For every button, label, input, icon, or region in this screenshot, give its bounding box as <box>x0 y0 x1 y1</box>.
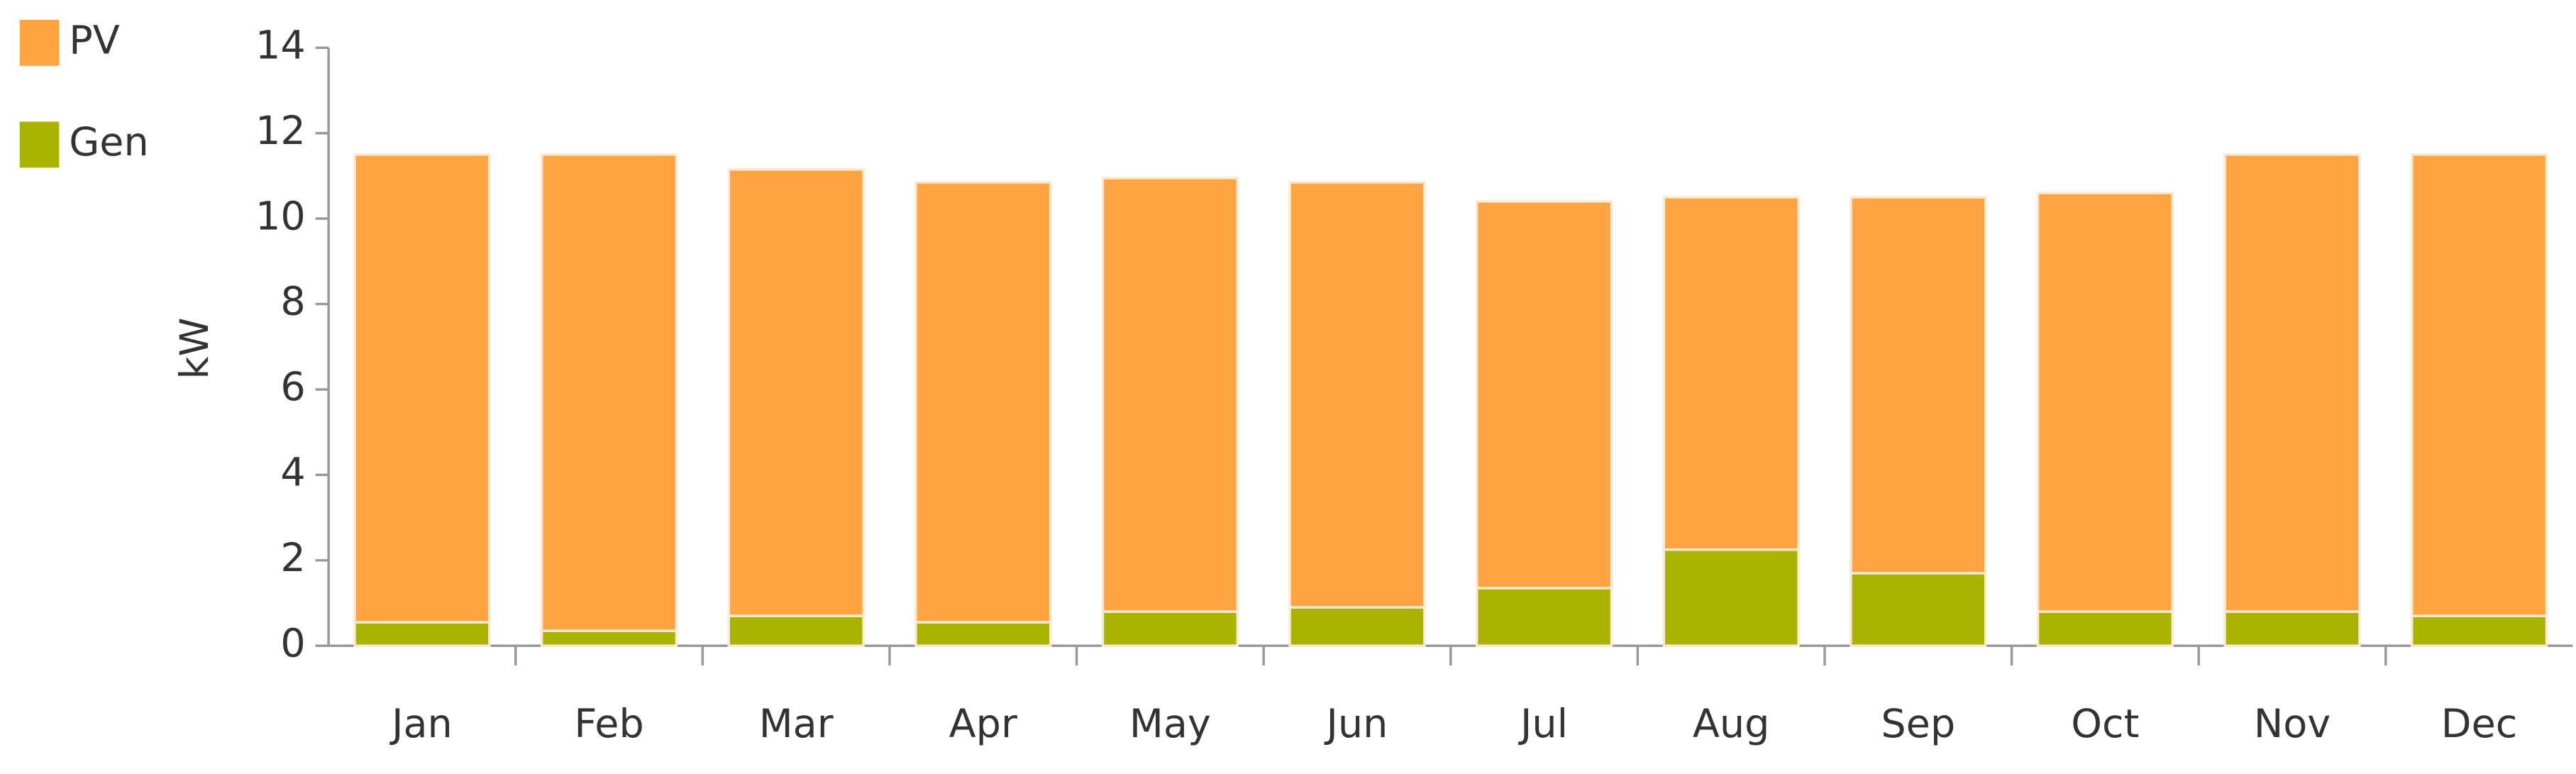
y-tick-label: 14 <box>255 22 306 68</box>
bar-segment <box>2223 153 2361 613</box>
y-axis-label: kW <box>172 318 218 380</box>
bar-segment <box>914 181 1052 624</box>
bar-segment <box>1475 587 1613 647</box>
bar-segment <box>1662 196 1800 551</box>
bar-segment <box>2223 610 2361 647</box>
bar-segment <box>1101 177 1239 613</box>
bar-segment <box>353 621 491 647</box>
x-tick-label: Mar <box>759 701 834 747</box>
x-tick-label: Feb <box>574 701 643 747</box>
legend-label: PV <box>69 17 120 63</box>
x-tick-label: May <box>1129 701 1211 747</box>
bar-segment <box>1288 606 1426 647</box>
y-tick-label: 8 <box>280 279 305 325</box>
x-tick-label: Oct <box>2071 701 2139 747</box>
x-tick-label: Dec <box>2441 701 2518 747</box>
bar-segment <box>914 621 1052 647</box>
y-tick-label: 12 <box>255 108 306 154</box>
x-tick-label: Apr <box>949 701 1017 747</box>
bar-segment <box>727 614 865 647</box>
y-tick-label: 4 <box>280 450 305 496</box>
bar-segment <box>540 629 678 647</box>
y-tick-label: 6 <box>280 364 305 410</box>
bar-segment <box>1288 181 1426 609</box>
bar-segment <box>727 168 865 617</box>
y-tick-label: 2 <box>280 535 305 581</box>
y-tick-label: 0 <box>280 620 305 666</box>
bar-segment <box>2036 192 2174 613</box>
bar-segment <box>1101 610 1239 647</box>
y-tick-label: 10 <box>255 193 306 239</box>
bar-segment <box>353 153 491 624</box>
x-tick-label: Jan <box>389 701 453 747</box>
bar-segment <box>1850 572 1987 647</box>
legend-swatch <box>19 19 60 66</box>
x-tick-label: Nov <box>2254 701 2331 747</box>
bar-segment <box>540 153 678 632</box>
bar-segment <box>1475 200 1613 590</box>
legend-swatch <box>19 121 60 168</box>
bar-segment <box>2410 153 2548 617</box>
bar-segment <box>1662 548 1800 647</box>
x-tick-label: Jun <box>1325 701 1388 747</box>
bar-segment <box>2036 610 2174 647</box>
x-tick-label: Sep <box>1881 701 1955 747</box>
bar-segment <box>2410 614 2548 647</box>
legend-label: Gen <box>69 119 148 165</box>
bar-segment <box>1850 196 1987 575</box>
x-tick-label: Aug <box>1693 701 1770 747</box>
x-tick-label: Jul <box>1518 701 1568 747</box>
